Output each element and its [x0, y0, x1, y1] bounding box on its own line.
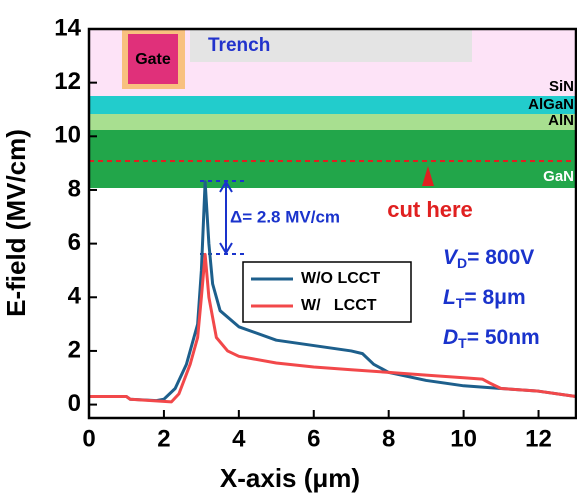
layer-label: AlGaN	[528, 96, 574, 113]
param-symbol: L	[443, 286, 456, 309]
x-tick-label: 6	[307, 425, 320, 452]
param-text: = 8μm	[464, 286, 525, 309]
gan-layer	[89, 130, 576, 188]
x-tick-label: 10	[450, 425, 477, 452]
device-inset: Gate Trench SiN AlGaN AlN GaN cut here	[89, 29, 576, 222]
y-tick-label: 12	[54, 68, 81, 95]
chart: Gate Trench SiN AlGaN AlN GaN cut here Δ…	[0, 0, 577, 500]
y-tick-label: 0	[68, 390, 81, 417]
x-tick-label: 0	[82, 425, 95, 452]
y-tick-label: 14	[54, 14, 81, 41]
x-tick-label: 4	[232, 425, 246, 452]
x-tick-label: 8	[382, 425, 395, 452]
layer-label: SiN	[549, 78, 574, 95]
y-tick-label: 8	[68, 175, 81, 202]
y-tick-label: 6	[68, 229, 81, 256]
param-subscript: D	[457, 255, 467, 271]
legend: W/O LCCT W/ LCCT	[243, 262, 411, 322]
layer-label: AlN	[548, 112, 574, 129]
gate-label: Gate	[135, 51, 171, 68]
x-tick-label: 2	[157, 425, 170, 452]
aln-layer	[89, 114, 576, 130]
legend-label: W/ LCCT	[301, 297, 377, 314]
parameter: VD= 800V	[443, 246, 534, 271]
y-axis-label: E-field (MV/cm)	[1, 129, 31, 317]
cut-label: cut here	[387, 197, 473, 222]
trench-label: Trench	[208, 35, 270, 56]
delta-label: Δ= 2.8 MV/cm	[230, 207, 340, 226]
y-tick-label: 2	[68, 336, 81, 363]
layer-label: GaN	[543, 168, 574, 185]
param-text: = 50nm	[467, 326, 540, 349]
algan-layer	[89, 96, 576, 114]
param-text: = 800V	[467, 246, 534, 269]
parameters: VD= 800V LT= 8μm DT= 50nm	[443, 246, 540, 351]
x-tick-label: 12	[525, 425, 552, 452]
legend-label: W/O LCCT	[301, 270, 380, 287]
y-tick-label: 4	[68, 283, 82, 310]
y-tick-label: 10	[54, 122, 81, 149]
x-axis-label: X-axis (μm)	[220, 463, 360, 493]
parameter: LT= 8μm	[443, 286, 526, 311]
param-symbol: D	[443, 326, 458, 349]
parameter: DT= 50nm	[443, 326, 540, 351]
